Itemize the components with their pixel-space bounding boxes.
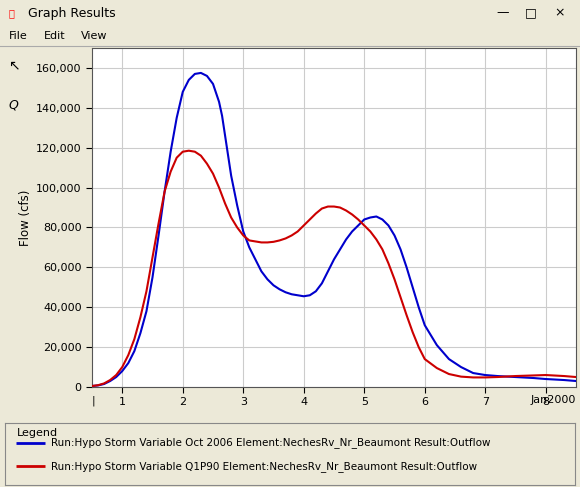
Text: ×: ×	[554, 6, 564, 19]
Text: View: View	[81, 31, 108, 41]
Text: 🔺: 🔺	[9, 8, 14, 18]
Text: Edit: Edit	[44, 31, 65, 41]
Text: File: File	[9, 31, 27, 41]
Text: Run:Hypo Storm Variable Oct 2006 Element:NechesRv_Nr_Beaumont Result:Outflow: Run:Hypo Storm Variable Oct 2006 Element…	[50, 437, 490, 449]
Text: Legend: Legend	[16, 428, 57, 438]
Text: —: —	[496, 6, 509, 19]
Text: Q: Q	[8, 99, 18, 112]
Text: Run:Hypo Storm Variable Q1P90 Element:NechesRv_Nr_Beaumont Result:Outflow: Run:Hypo Storm Variable Q1P90 Element:Ne…	[50, 461, 477, 472]
Text: Jan2000: Jan2000	[531, 395, 576, 405]
Text: |: |	[92, 395, 96, 406]
Text: Graph Results: Graph Results	[28, 6, 115, 19]
Y-axis label: Flow (cfs): Flow (cfs)	[19, 189, 32, 245]
Text: ↖: ↖	[8, 58, 20, 72]
Text: □: □	[525, 6, 536, 19]
